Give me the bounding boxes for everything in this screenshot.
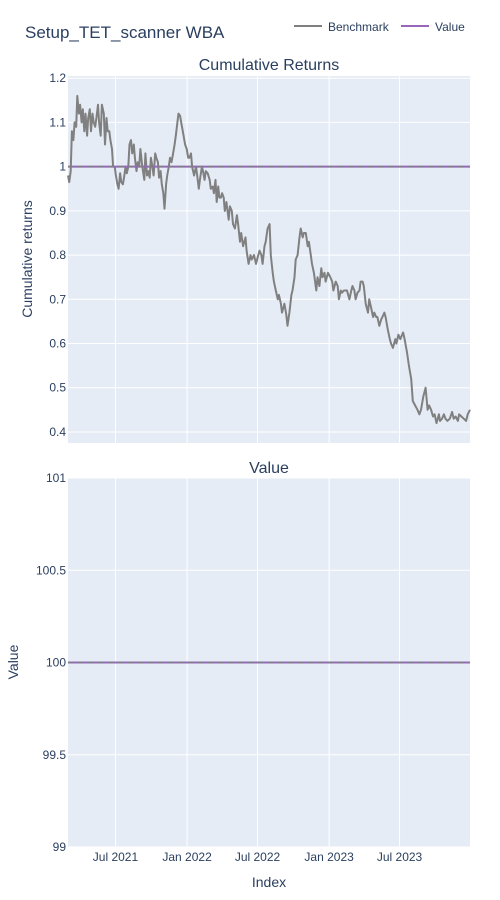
y-tick-label: 99 — [53, 840, 67, 854]
x-tick-label: Jul 2023 — [377, 850, 423, 864]
legend-label-0[interactable]: Benchmark — [328, 20, 390, 34]
y-tick-label: 1 — [59, 160, 66, 174]
y-tick-label: 101 — [46, 471, 66, 485]
y-tick-label: 1.1 — [49, 115, 66, 129]
x-tick-label: Jul 2021 — [93, 850, 139, 864]
series-line-benchmark — [67, 94, 471, 425]
y-tick-label: 0.9 — [49, 204, 66, 218]
legend[interactable]: Benchmark Value — [294, 20, 465, 34]
y-tick-label: 0.8 — [49, 248, 66, 262]
plot-area-0 — [68, 76, 470, 443]
y-tick-label: 100 — [46, 656, 66, 670]
cumulative-returns-panel: 1.2 1.1 1 0.9 0.8 0.7 0.6 0.5 0.4 Cumulative Retu… — [19, 57, 471, 443]
x-axis-label: Index — [252, 874, 286, 890]
x-tick-label: Jan 2022 — [162, 850, 212, 864]
value-panel: 101 100.5 100 99.5 99 Jul 2021 Jan 2022 Jul 202… — [5, 460, 470, 890]
y-axis-label: Value — [5, 644, 21, 679]
x-tick-label: Jan 2023 — [304, 850, 354, 864]
panel-title: Value — [249, 460, 289, 477]
y-tick-label: 100.5 — [36, 563, 66, 577]
legend-label-1[interactable]: Value — [435, 20, 465, 34]
y-tick-label: 0.5 — [49, 381, 66, 395]
y-tick-label: 0.6 — [49, 337, 66, 351]
panel-title: Cumulative Returns — [199, 57, 340, 74]
x-tick-label: Jul 2022 — [235, 850, 281, 864]
y-axis-label: Cumulative returns — [19, 200, 35, 318]
page-title: Setup_TET_scanner WBA — [25, 23, 225, 42]
y-tick-label: 0.4 — [49, 425, 66, 439]
y-tick-label: 0.7 — [49, 292, 66, 306]
y-tick-label: 1.2 — [49, 71, 66, 85]
y-tick-label: 99.5 — [43, 748, 67, 762]
